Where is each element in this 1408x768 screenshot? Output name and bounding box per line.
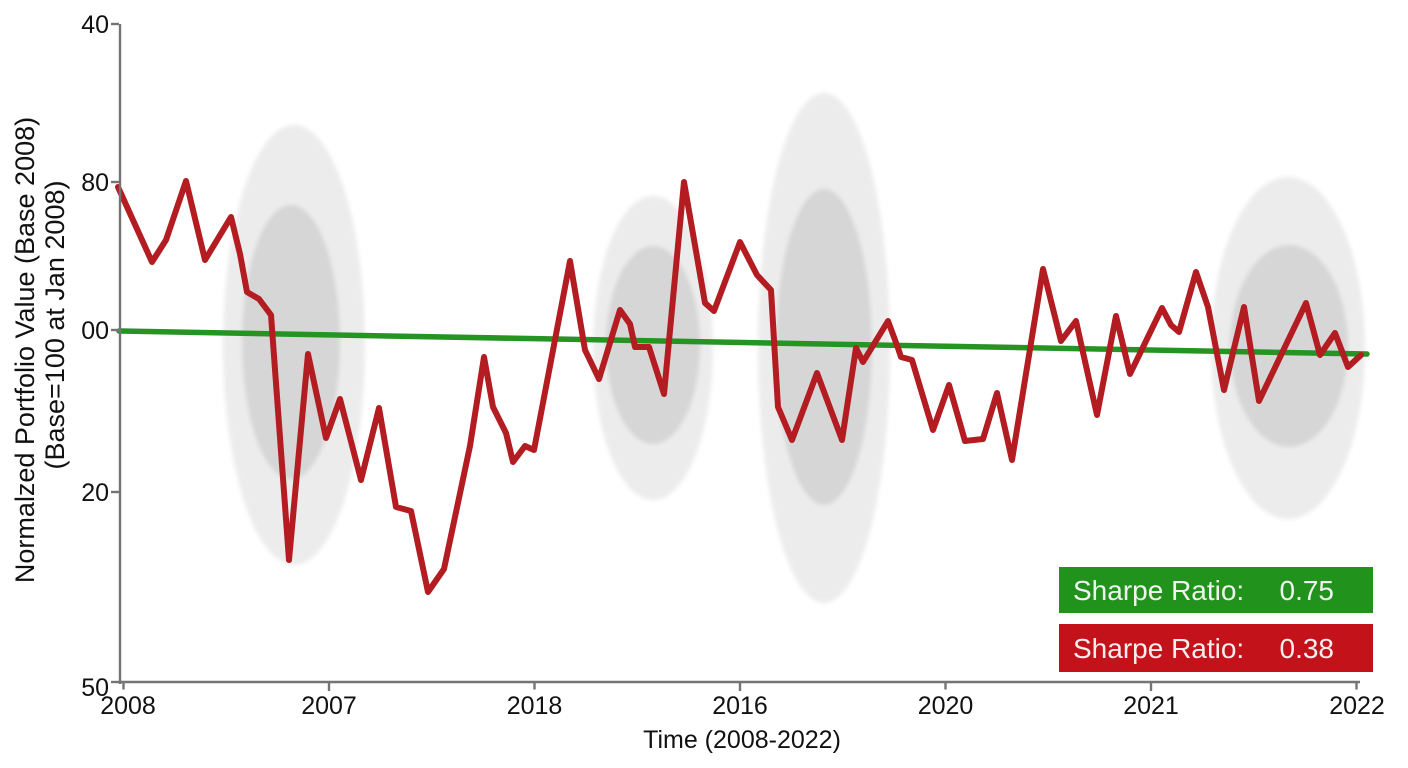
svg-text:80: 80 [81,169,109,197]
svg-text:2018: 2018 [507,692,563,720]
svg-text:2022: 2022 [1329,692,1385,720]
svg-text:00: 00 [81,317,109,345]
svg-text:Time (2008-2022): Time (2008-2022) [643,726,841,754]
svg-text:2021: 2021 [1123,692,1179,720]
svg-text:2020: 2020 [918,692,974,720]
svg-text:2016: 2016 [712,692,768,720]
svg-text:40: 40 [81,11,109,39]
svg-text:2008: 2008 [100,692,156,720]
svg-text:Sharpe Ratio:: Sharpe Ratio: [1073,633,1244,664]
svg-text:(Base=100 at Jan 2008): (Base=100 at Jan 2008) [40,181,70,470]
svg-text:Normalzed Portfolio Value (Bas: Normalzed Portfolio Value (Base 2008) [10,117,40,583]
svg-text:20: 20 [81,479,109,507]
svg-text:0.75: 0.75 [1280,575,1335,606]
svg-text:0.38: 0.38 [1280,633,1335,664]
svg-text:2007: 2007 [301,692,357,720]
svg-text:50: 50 [81,674,109,702]
svg-text:Sharpe Ratio:: Sharpe Ratio: [1073,575,1244,606]
